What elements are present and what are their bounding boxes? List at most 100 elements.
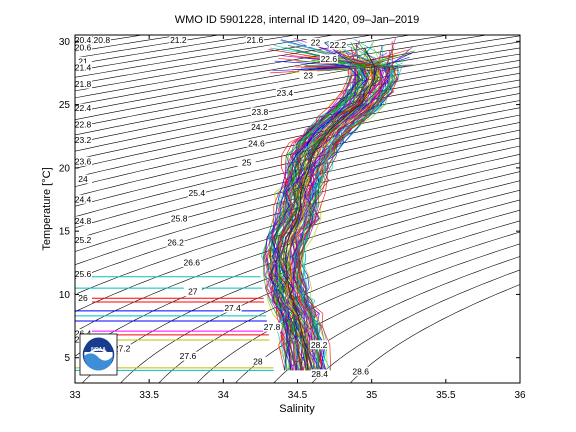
y-tick-label: 5 <box>64 353 70 364</box>
isopycnal-label: 25.4 <box>189 188 206 198</box>
isopycnal-line <box>75 35 449 99</box>
isopycnal-label-bg <box>306 37 325 47</box>
isopycnal-labels: 20.220.420.620.82121.221.421.621.82222.2… <box>74 35 370 379</box>
isopycnal-line <box>75 47 520 128</box>
isopycnal-line <box>75 171 520 313</box>
profile-line <box>263 47 356 371</box>
x-tick-label: 33 <box>69 390 81 401</box>
isopycnal-line <box>273 256 520 383</box>
isopycnal-label-bg <box>237 158 256 168</box>
y-axis-label: Temperature [°C] <box>41 167 53 250</box>
x-tick-label: 35.5 <box>436 390 456 401</box>
y-tick-label: 10 <box>59 290 71 301</box>
profile-line <box>297 40 398 371</box>
x-tick-label: 33.5 <box>139 390 159 401</box>
profile-line <box>296 40 394 371</box>
isopycnal-label-bg <box>74 156 92 166</box>
x-tick-label: 34 <box>218 390 230 401</box>
profile-line <box>277 66 383 371</box>
profile-line <box>273 65 357 371</box>
noaa-logo-text: NOAA <box>91 347 106 353</box>
isopycnal-label: 22.6 <box>321 54 338 64</box>
isopycnal-label: 23.4 <box>277 88 294 98</box>
isopycnal-line <box>75 180 520 333</box>
isopycnal-label-bg <box>166 237 185 247</box>
x-tick-label: 34.5 <box>288 390 308 401</box>
isopycnal-label-bg <box>74 293 92 303</box>
isopycnal-label-bg <box>183 287 202 297</box>
isopycnal-label-bg <box>74 79 92 89</box>
isopycnal-line <box>75 129 520 240</box>
mean-profile-line <box>285 47 376 371</box>
isopycnal-label: 21.6 <box>247 35 264 45</box>
isopycnal-label: 26.4 <box>75 328 92 338</box>
isopycnal-label-bg <box>310 369 329 379</box>
isopycnal-label-bg <box>74 42 92 52</box>
x-tick-label: 35 <box>366 390 378 401</box>
profile-lines <box>260 37 415 371</box>
isopycnal-label: 23 <box>303 70 313 80</box>
isopycnal-label-bg <box>178 351 197 361</box>
profile-line <box>266 59 354 371</box>
isopycnal-line <box>75 60 520 144</box>
isopycnal-line <box>82 199 520 383</box>
isopycnal-label: 22 <box>311 37 321 47</box>
isopycnal-label: 24.6 <box>248 139 265 149</box>
isopycnal-line <box>75 114 520 218</box>
profile-line <box>268 39 366 371</box>
isopycnal-line <box>75 35 520 113</box>
isopycnal-label-bg <box>250 122 269 132</box>
profile-line <box>298 66 399 371</box>
isopycnal-line <box>75 189 520 357</box>
profile-line <box>269 60 362 371</box>
isopycnal-label: 22.2 <box>330 40 347 50</box>
isopycnal-label-bg <box>74 216 92 226</box>
profile-line <box>286 42 382 371</box>
isopycnal-line <box>75 137 520 252</box>
isopycnal-label-bg <box>250 107 269 117</box>
isopycnal-label: 25 <box>242 158 252 168</box>
isopycnal-label: 23.2 <box>75 135 92 145</box>
isopycnal-label-bg <box>182 258 201 268</box>
isopycnal-line <box>75 35 487 106</box>
isopycnal-label: 22.4 <box>75 103 92 113</box>
isopycnal-label: 24.4 <box>75 194 92 204</box>
isopycnal-label-bg <box>328 40 347 50</box>
isopycnal-label: 20.6 <box>75 42 92 52</box>
isopycnal-label: 27.6 <box>180 351 197 361</box>
isopycnal-line <box>311 269 520 383</box>
isopycnal-label-bg <box>74 194 92 204</box>
isopycnal-line <box>75 145 520 266</box>
isopycnal-label: 26 <box>78 293 88 303</box>
isopycnal-line <box>120 209 520 383</box>
profile-line <box>279 59 382 371</box>
isopycnal-label: 20.4 <box>75 35 92 45</box>
isopycnal-label-bg <box>74 174 92 184</box>
chart-title: WMO ID 5901228, internal ID 1420, 09–Jan… <box>175 14 420 26</box>
isopycnal-label-bg <box>169 35 188 45</box>
isopycnal-label: 24.2 <box>251 122 268 132</box>
isopycnal-label: 24.8 <box>75 216 92 226</box>
isopycnal-label-bg <box>299 70 318 80</box>
isopycnal-label-bg <box>223 303 242 313</box>
isopycnal-label: 24 <box>78 174 88 184</box>
isopycnal-line <box>75 162 520 295</box>
profile-line <box>291 38 396 371</box>
profile-line <box>294 56 396 371</box>
isopycnal-label-bg <box>245 35 264 45</box>
y-tick-label: 20 <box>59 163 71 174</box>
isopycnal-label: 25.6 <box>75 269 92 279</box>
isopycnal-label: 25.2 <box>75 235 92 245</box>
isopycnal-label: 21.2 <box>170 35 187 45</box>
y-axis-ticks: 5 10 15 20 25 30 <box>59 37 520 364</box>
isopycnal-label: 23.8 <box>252 107 269 117</box>
isopycnal-label-bg <box>187 188 206 198</box>
isopycnal-label-bg <box>351 366 370 376</box>
y-tick-label: 25 <box>59 100 71 111</box>
isopycnal-label-bg <box>263 322 282 332</box>
isopycnal-label-bg <box>74 135 92 145</box>
noaa-logo-icon: NOAA <box>79 333 118 376</box>
isopycnal-line <box>75 72 520 160</box>
isopycnal-label: 27 <box>188 287 198 297</box>
isopycnal-line <box>350 284 520 383</box>
